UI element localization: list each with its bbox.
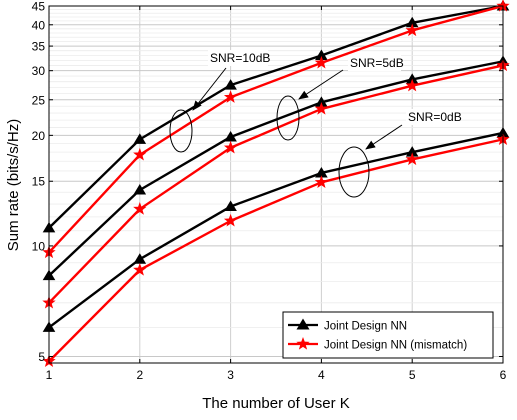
x-axis-label: The number of User K <box>202 395 350 412</box>
series-line <box>48 64 504 304</box>
annotation-label-bg <box>348 55 401 71</box>
y-axis-label: Sum rate (bits/s/Hz) <box>5 119 22 252</box>
plot-frame <box>48 5 504 364</box>
data-point-triangle <box>224 200 237 212</box>
legend-label-joint-design-nn-mismatch: Joint Design NN (mismatch) <box>324 340 467 352</box>
annotation-arrow <box>365 124 403 150</box>
data-point-triangle <box>315 96 328 107</box>
data-point-triangle <box>315 49 328 60</box>
y-tick-label: 40 <box>32 18 46 32</box>
data-point-triangle <box>224 79 237 90</box>
y-tick-label: 20 <box>32 129 46 143</box>
annotation-ellipse <box>338 146 370 198</box>
data-point-star <box>133 202 147 215</box>
data-point-star <box>314 175 329 188</box>
series-line <box>48 60 504 277</box>
series-line <box>48 138 504 363</box>
annotation-label-bg <box>208 50 268 66</box>
data-point-triangle <box>224 130 237 142</box>
annotation-label: SNR=0dB <box>408 110 462 124</box>
x-tick-label: 2 <box>136 368 143 382</box>
x-tick-label: 6 <box>500 368 507 382</box>
series-layer <box>42 0 510 368</box>
annotation-snr-5db: SNR=5dB <box>276 55 404 141</box>
annotation-arrow <box>298 69 344 100</box>
data-point-star <box>223 90 238 103</box>
legend-marker-triangle <box>296 318 310 330</box>
data-point-triangle <box>405 146 419 157</box>
y-tick-label: 5 <box>38 350 45 364</box>
data-point-triangle <box>315 166 328 178</box>
annotation-label: SNR=5dB <box>350 56 404 70</box>
data-point-star <box>314 55 329 69</box>
annotation-arrow <box>192 67 227 111</box>
legend: Joint Design NN Joint Design NN (mismatc… <box>282 311 494 359</box>
data-point-star <box>314 101 329 115</box>
x-tick-label: 5 <box>409 368 416 382</box>
data-point-triangle <box>405 73 419 84</box>
data-point-star <box>405 152 419 166</box>
legend-label-joint-design-nn: Joint Design NN <box>324 321 407 333</box>
annotations: SNR=10dB SNR=5dB SNR=0dB <box>169 50 462 198</box>
annotation-snr-0db: SNR=0dB <box>338 109 462 198</box>
y-tick-label: 10 <box>32 239 46 253</box>
data-point-star <box>223 140 238 154</box>
data-point-star <box>405 78 419 92</box>
x-tick-label: 1 <box>46 368 53 382</box>
series-line <box>48 4 504 229</box>
annotation-snr-10db: SNR=10dB <box>169 50 270 153</box>
data-point-triangle <box>133 253 147 264</box>
annotation-ellipse <box>169 109 193 153</box>
y-tick-label: 15 <box>32 175 46 189</box>
y-tick-label: 35 <box>32 40 46 54</box>
x-tick-label: 3 <box>227 368 234 382</box>
legend-marker-star <box>296 337 310 350</box>
x-tick-label: 4 <box>318 368 325 382</box>
legend-box <box>282 311 494 359</box>
annotation-ellipse <box>276 95 300 141</box>
y-tick-label: 45 <box>32 0 46 14</box>
y-tick-label: 25 <box>32 93 46 107</box>
data-point-star <box>405 23 419 37</box>
data-point-triangle <box>405 16 419 28</box>
data-point-triangle <box>133 183 147 195</box>
series-line <box>48 4 504 254</box>
annotation-label: SNR=10dB <box>210 51 270 65</box>
data-point-star <box>133 147 147 161</box>
y-tick-label: 30 <box>32 64 46 78</box>
series-line <box>48 131 504 329</box>
annotation-label-bg <box>406 109 459 125</box>
data-point-triangle <box>133 133 147 144</box>
data-point-star <box>133 262 147 276</box>
data-point-star <box>223 213 238 227</box>
